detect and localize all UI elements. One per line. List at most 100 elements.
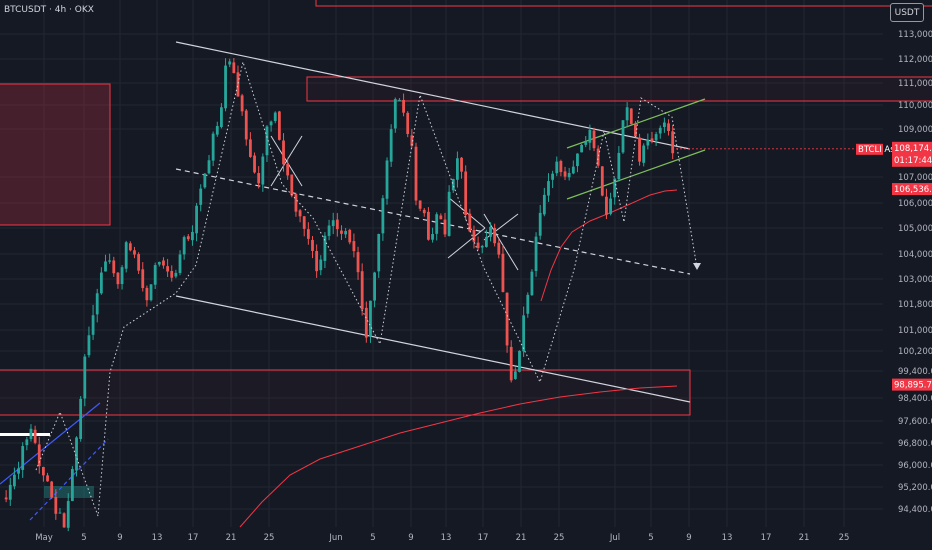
candle-down (427, 211, 430, 240)
candle-down (605, 196, 608, 215)
candle-down (348, 229, 352, 243)
supply-demand-zones (0, 0, 932, 498)
candle-down (468, 213, 472, 232)
x-tick-label: 13 (152, 533, 163, 543)
candle-up (431, 234, 434, 240)
candle-up (567, 172, 571, 178)
candle-down (244, 110, 248, 140)
blue-trendline-dashed (29, 438, 109, 521)
x-tick-label: May (35, 533, 53, 543)
ma-slow-tag: 98,895.7 (894, 381, 932, 391)
candle-down (145, 287, 149, 301)
x-tick-label: 5 (648, 533, 653, 543)
channel-bottom-line (175, 295, 691, 403)
candle-down (302, 216, 306, 229)
candle-up (174, 272, 178, 277)
candle-down (505, 292, 509, 346)
demand-box-small (44, 486, 94, 498)
rising-wedge-bottom (566, 149, 706, 200)
symbol-title[interactable]: BTCUSDT · 4h · OKX (4, 5, 94, 15)
candle-up (435, 214, 439, 234)
candle-up (389, 129, 393, 162)
candle-up (377, 234, 381, 272)
candle-down (42, 466, 45, 476)
candle-down (464, 171, 468, 215)
candle-up (75, 437, 78, 471)
y-tick-label: 104,000.0 (898, 250, 932, 260)
currency-button[interactable]: USDT (890, 3, 924, 22)
y-tick-label: 100,200.0 (898, 347, 932, 357)
candle-up (99, 272, 103, 294)
y-tick-label: 103,000.0 (898, 275, 932, 285)
candle-up (658, 127, 662, 134)
x-tick-label: 9 (117, 533, 122, 543)
candle-up (8, 484, 12, 500)
candle-up (203, 173, 207, 188)
x-tick-label: Jul (609, 533, 620, 543)
candle-up (21, 446, 25, 470)
candle-up (555, 161, 559, 174)
candle-down (277, 111, 281, 140)
candle-down (650, 138, 654, 142)
candle-up (124, 242, 128, 269)
candle-up (642, 145, 646, 163)
candle-down (257, 173, 261, 184)
candle-down (360, 271, 364, 310)
candle-down (236, 72, 240, 97)
candle-down (133, 250, 136, 255)
candle-up (95, 293, 99, 315)
ma-fast-tag: 106,536.6 (894, 185, 932, 195)
pattern-x-2b (447, 227, 486, 259)
candle-down (128, 243, 132, 251)
candle-up (584, 141, 588, 145)
x-tick-label: 13 (441, 533, 452, 543)
candle-up (576, 153, 579, 167)
candle-down (282, 140, 285, 165)
candle-down (232, 62, 236, 74)
supply-zone-left (0, 83, 111, 226)
candle-up (385, 160, 389, 199)
candle-down (50, 481, 54, 498)
candle-up (157, 261, 161, 265)
candle-down (414, 146, 418, 201)
candle-down (33, 429, 37, 443)
candle-down (402, 99, 405, 113)
x-tick-label: 9 (686, 533, 691, 543)
candle-up (513, 371, 517, 379)
candle-down (418, 200, 422, 209)
projection-paths (35, 60, 701, 517)
x-tick-label: 25 (839, 533, 850, 543)
y-tick-label: 101,000.0 (898, 326, 932, 336)
candle-down (443, 219, 447, 235)
x-tick-label: 21 (516, 533, 527, 543)
time-axis[interactable]: May 5 9 13 17 21 25 Jun 5 9 13 17 21 25 Jul 5 9 13 17 21 25 (35, 533, 849, 543)
candle-up (215, 126, 219, 135)
price-axis[interactable]: 113,000.0 112,000.0 111,000.0 110,000.0 109,… (898, 30, 932, 515)
candle-down (592, 130, 596, 149)
candle-up (613, 178, 617, 198)
candle-up (220, 107, 223, 127)
y-tick-label: 112,000.0 (898, 55, 932, 65)
candle-up (489, 226, 492, 237)
candle-down (141, 269, 145, 289)
candle-up (319, 259, 323, 271)
candle-up (66, 501, 70, 528)
candle-up (538, 212, 542, 236)
y-tick-label: 111,000.0 (898, 79, 932, 89)
x-tick-label: Jun (328, 533, 342, 543)
candle-down (476, 242, 480, 249)
candle-up (547, 181, 550, 196)
x-tick-label: 17 (761, 533, 772, 543)
candle-up (261, 156, 265, 185)
blue-trendline (0, 402, 101, 485)
pattern-x-3b (483, 213, 519, 271)
candle-up (29, 428, 33, 439)
candle-up (451, 178, 455, 191)
candle-down (667, 123, 670, 132)
candle-up (153, 265, 157, 285)
pattern-x-1b (270, 135, 303, 187)
x-tick-label: 5 (370, 533, 375, 543)
candle-up (199, 188, 203, 205)
candle-down (563, 171, 567, 177)
